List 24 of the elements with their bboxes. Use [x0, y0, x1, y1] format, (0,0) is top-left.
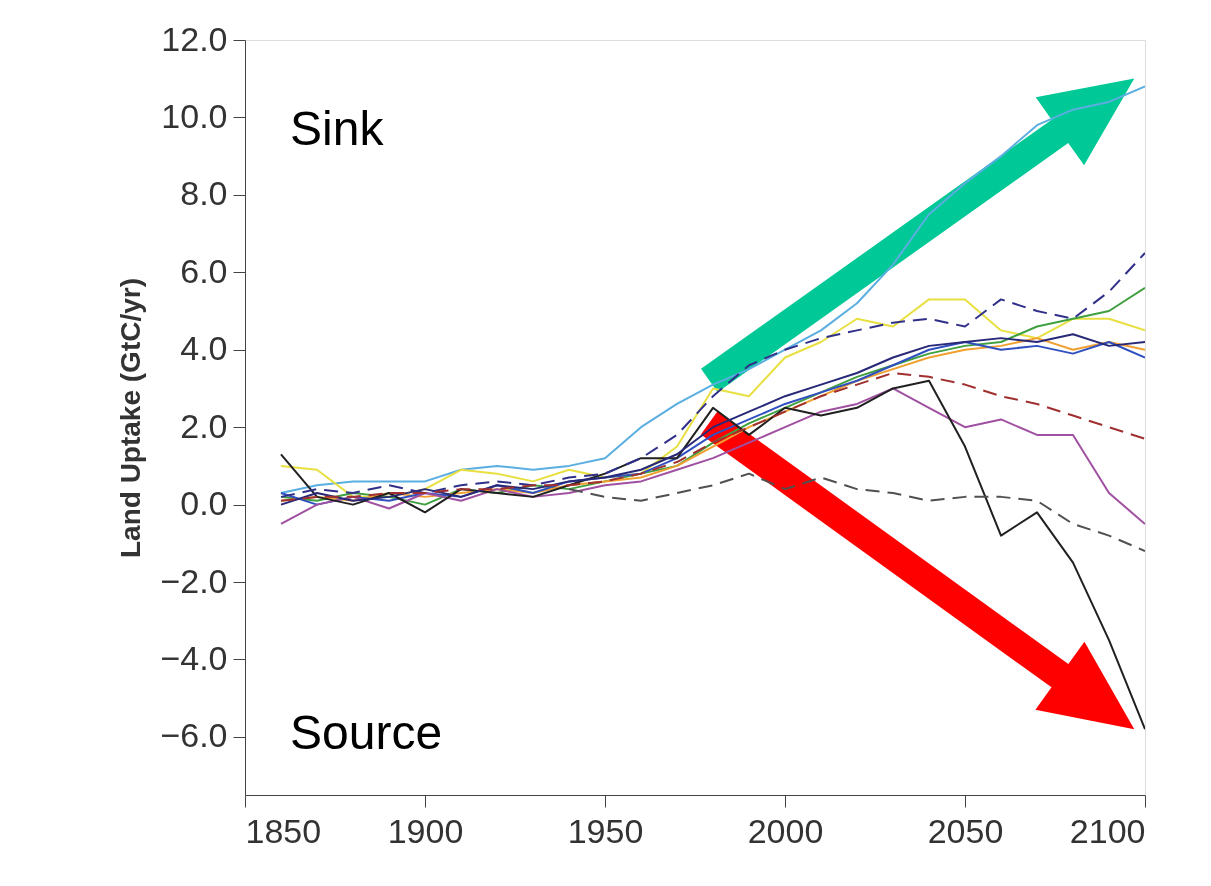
y-tick-label: 12.0 [161, 19, 228, 58]
y-tick-label: 0.0 [180, 484, 228, 523]
y-tick-label: 8.0 [180, 174, 228, 213]
line-series [568, 472, 1145, 553]
x-tick-label: 2000 [747, 811, 824, 850]
x-tick-label: 2100 [1069, 811, 1146, 850]
x-tick-label: 2050 [927, 811, 1004, 850]
x-tick-label: 1850 [245, 811, 322, 850]
x-tick-label: 1900 [387, 811, 464, 850]
y-tick-label: −2.0 [160, 561, 228, 600]
y-tick-label: 2.0 [180, 406, 228, 445]
x-tick-label: 1950 [567, 811, 644, 850]
line-series [280, 85, 1145, 494]
line-series [280, 371, 1145, 502]
y-tick-label: 10.0 [161, 96, 228, 135]
y-tick-label: −4.0 [160, 638, 228, 677]
y-tick-label: −6.0 [160, 716, 228, 755]
y-tick-label: 6.0 [180, 251, 228, 290]
annotation: Sink [290, 101, 385, 155]
y-axis-title: Land Uptake (GtC/yr) [115, 277, 147, 559]
y-tick-label: 4.0 [180, 329, 228, 368]
line-series [280, 251, 1145, 498]
line-series [280, 387, 1145, 525]
annotation: Source [290, 705, 443, 759]
